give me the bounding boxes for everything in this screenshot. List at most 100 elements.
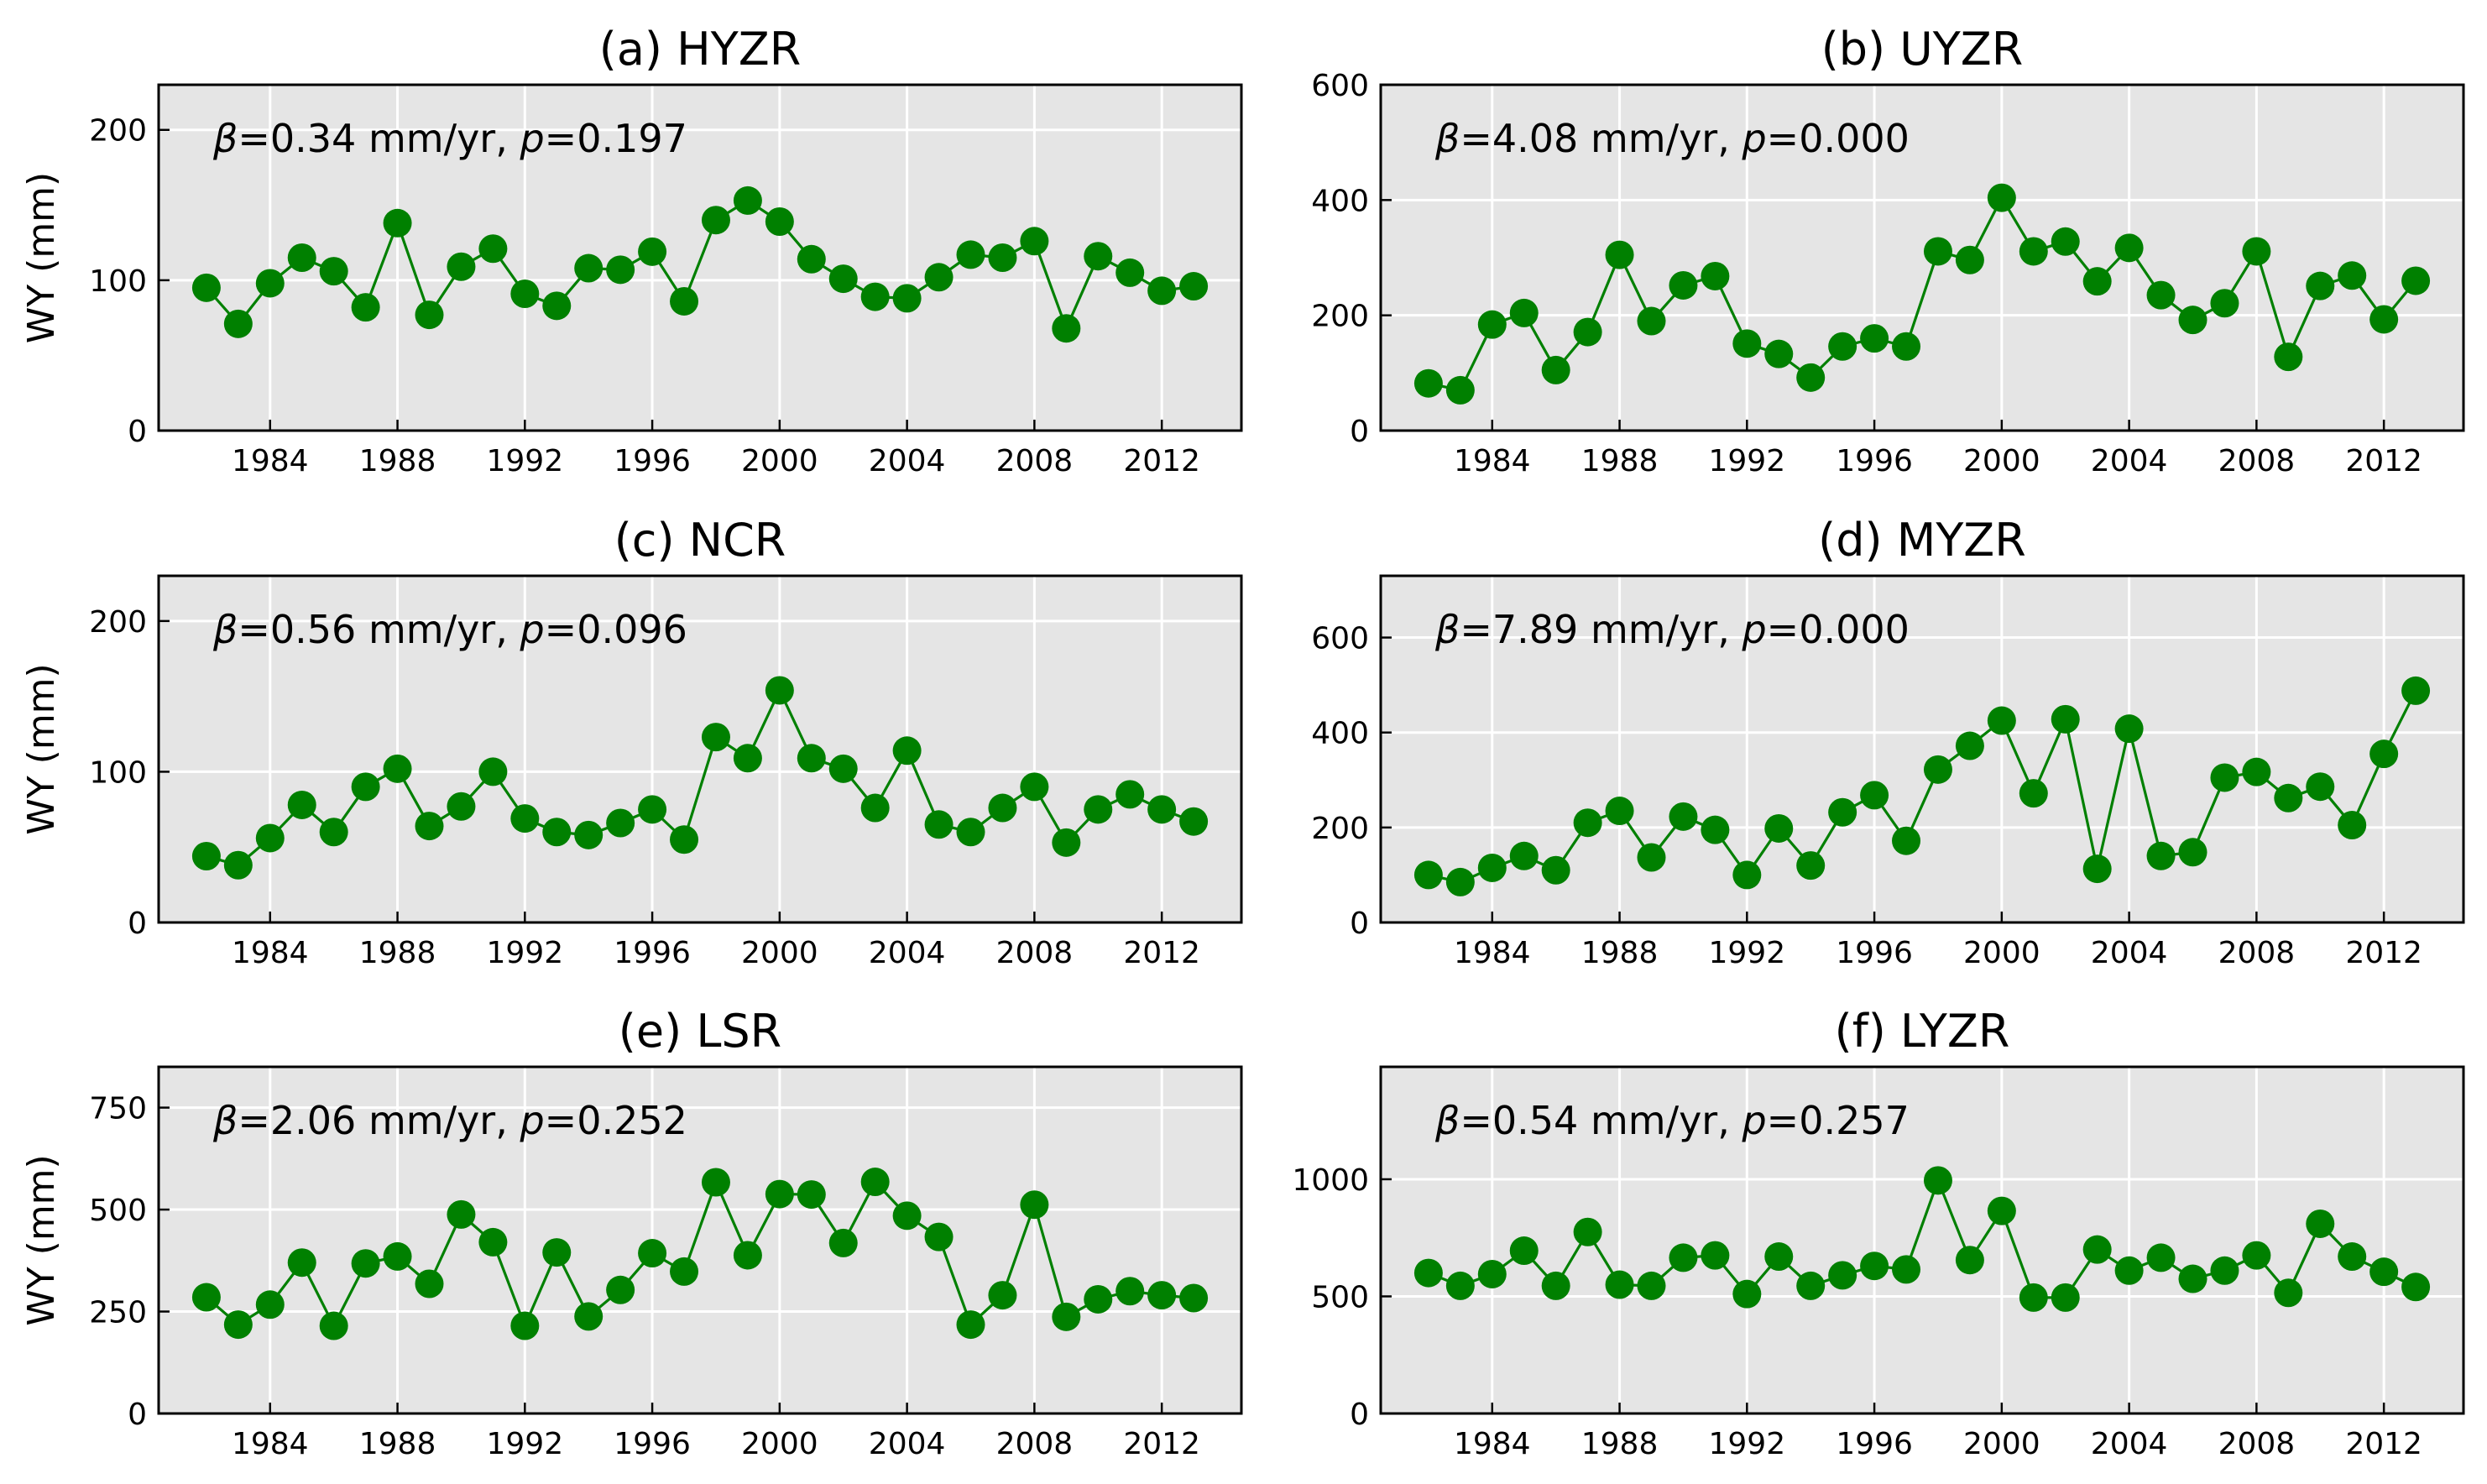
x-tick-label: 2000 — [741, 444, 818, 478]
panel-3: 1984 1988 1992 1996 2000 2004 2008 2012 0 100 200 (… — [20, 514, 1243, 970]
beta-symbol: β — [212, 1098, 238, 1143]
x-tick-label: 2000 — [741, 936, 818, 970]
data-point-2002 — [828, 754, 858, 783]
y-tick-label: 0 — [128, 1398, 147, 1432]
data-point-2011 — [2338, 261, 2367, 290]
data-point-2001 — [2019, 237, 2048, 266]
data-point-1994 — [574, 253, 603, 283]
p-symbol: p — [519, 607, 544, 652]
data-point-2010 — [2306, 1209, 2335, 1238]
plot-frame — [157, 83, 1243, 432]
trend-annotation: β=2.06 mm/yr, p=0.252 — [212, 1098, 687, 1143]
data-point-2007 — [2210, 1256, 2239, 1285]
data-point-2001 — [2019, 1283, 2048, 1312]
data-point-2005 — [2146, 1243, 2176, 1272]
data-point-2013 — [2401, 266, 2431, 295]
data-point-1998 — [701, 206, 730, 235]
data-point-1983 — [1445, 867, 1475, 896]
data-point-1997 — [670, 1257, 699, 1286]
data-point-1985 — [1509, 1236, 1539, 1266]
p-symbol: p — [519, 1098, 544, 1143]
data-point-2012 — [2369, 1257, 2399, 1287]
panel-title: (a) HYZR — [599, 23, 802, 76]
x-tick-label: 1992 — [1709, 1427, 1786, 1461]
y-axis-label: WY (mm) — [20, 663, 63, 834]
y-tick-label: 1000 — [1292, 1163, 1369, 1198]
x-tick-label: 1992 — [487, 936, 564, 970]
data-point-1982 — [1413, 1258, 1443, 1288]
data-point-1991 — [1701, 1241, 1730, 1270]
data-point-1993 — [542, 291, 572, 321]
data-point-1990 — [1669, 802, 1698, 831]
data-point-2000 — [765, 207, 794, 237]
x-tick-label: 1984 — [1454, 444, 1531, 478]
plot-frame — [157, 574, 1243, 924]
y-tick-label: 750 — [89, 1092, 147, 1126]
data-point-2007 — [2210, 289, 2239, 318]
data-point-1985 — [287, 243, 316, 272]
data-point-2006 — [2178, 306, 2207, 335]
data-point-1986 — [1541, 355, 1570, 384]
plot-frame — [1379, 574, 2465, 924]
data-point-1999 — [733, 186, 762, 215]
data-point-1989 — [415, 1269, 444, 1298]
data-point-2003 — [2082, 1235, 2112, 1264]
x-tick-label: 2008 — [2218, 1427, 2296, 1461]
x-tick-label: 1996 — [1836, 1427, 1913, 1461]
x-tick-label: 1984 — [232, 1427, 309, 1461]
data-point-2004 — [892, 284, 922, 313]
data-point-2009 — [2274, 783, 2303, 813]
beta-value: =0.34 mm/yr, — [238, 116, 520, 161]
data-point-2001 — [797, 1180, 826, 1210]
y-tick-label: 200 — [1311, 300, 1369, 334]
data-point-2000 — [1987, 1196, 2016, 1225]
data-point-2001 — [797, 244, 826, 274]
data-point-2013 — [2401, 1272, 2431, 1302]
data-point-2003 — [2082, 267, 2112, 296]
data-point-1994 — [1796, 851, 1826, 880]
data-point-1998 — [701, 723, 730, 752]
data-point-2007 — [988, 243, 1017, 272]
y-tick-label: 250 — [89, 1296, 147, 1330]
beta-value: =0.54 mm/yr, — [1460, 1098, 1742, 1143]
data-point-2010 — [1084, 242, 1113, 271]
data-point-2003 — [860, 1168, 890, 1197]
p-symbol: p — [519, 116, 544, 161]
data-point-2013 — [1179, 807, 1209, 836]
x-tick-label: 2012 — [1123, 444, 1200, 478]
data-point-1994 — [574, 820, 603, 849]
x-tick-label: 2008 — [2218, 444, 2296, 478]
data-point-1997 — [670, 286, 699, 316]
x-tick-label: 1996 — [614, 444, 691, 478]
data-point-2002 — [828, 1228, 858, 1257]
data-point-2002 — [2051, 704, 2080, 734]
y-tick-label: 0 — [1350, 907, 1369, 941]
data-point-1988 — [383, 754, 412, 783]
trend-annotation: β=7.89 mm/yr, p=0.000 — [1434, 607, 1910, 652]
data-point-1984 — [1477, 310, 1507, 339]
data-point-1998 — [1923, 755, 1952, 784]
data-point-1991 — [478, 757, 508, 786]
p-symbol: p — [1741, 607, 1766, 652]
data-point-1982 — [191, 841, 221, 870]
data-point-2012 — [1147, 1281, 1177, 1310]
beta-value: =4.08 mm/yr, — [1460, 116, 1742, 161]
y-tick-label: 500 — [1311, 1280, 1369, 1314]
data-point-2000 — [765, 1179, 794, 1209]
data-point-2001 — [2019, 779, 2048, 808]
data-point-2012 — [2369, 305, 2399, 334]
data-point-1991 — [1701, 815, 1730, 844]
data-point-1990 — [1669, 1243, 1698, 1272]
data-point-2004 — [892, 1201, 922, 1231]
beta-symbol: β — [212, 607, 238, 652]
data-point-2013 — [2401, 676, 2431, 705]
data-point-1985 — [1509, 298, 1539, 327]
data-point-2008 — [1020, 227, 1049, 256]
data-point-2012 — [1147, 795, 1177, 824]
data-point-2010 — [2306, 271, 2335, 300]
data-point-1989 — [1637, 1271, 1666, 1300]
y-axis-label: WY (mm) — [20, 172, 63, 343]
x-tick-label: 1988 — [359, 936, 436, 970]
data-point-2004 — [892, 736, 922, 766]
